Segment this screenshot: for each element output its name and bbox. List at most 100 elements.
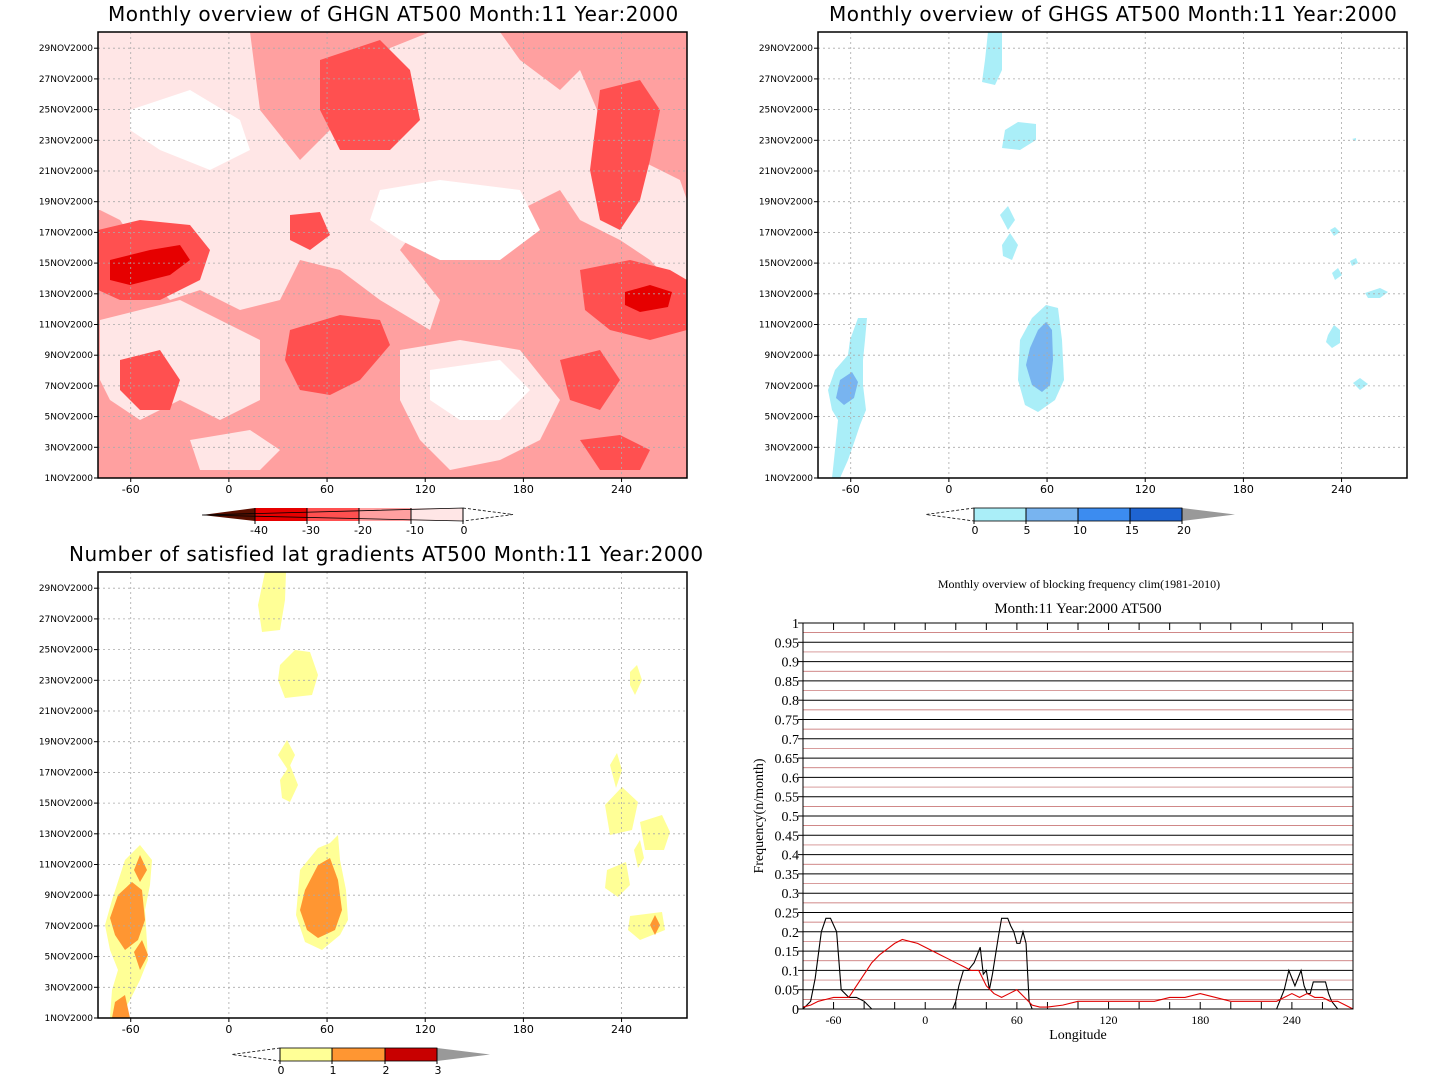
- date-tick-label: 17NOV2000: [39, 768, 93, 778]
- date-tick-label: 3NOV2000: [765, 443, 814, 453]
- x-tick-label: 60: [1011, 1013, 1023, 1027]
- ghgs-cb-label: 15: [1125, 524, 1139, 537]
- date-tick-label: 21NOV2000: [759, 167, 813, 177]
- line-chart-subtitle: Month:11 Year:2000 AT500: [994, 601, 1161, 617]
- date-tick-label: 19NOV2000: [39, 198, 93, 208]
- date-tick-label: 17NOV2000: [759, 228, 813, 238]
- ghgn-lon-labels: -60 0 60 120 180 240: [122, 478, 632, 496]
- ghgs-cb-label: 5: [1024, 524, 1031, 537]
- y-tick-label: 0.45: [775, 829, 800, 844]
- ghgs-date-labels: 1NOV2000 3NOV2000 5NOV2000 7NOV2000 9NOV2000…: [759, 44, 818, 484]
- date-tick-label: 7NOV2000: [45, 922, 94, 932]
- line-chart-title: Monthly overview of blocking frequency c…: [938, 577, 1220, 591]
- lon-tick-label: 120: [415, 1023, 436, 1036]
- gradients-date-labels: 1NOV2000 3NOV2000 5NOV2000 7NOV2000 9NOV2000…: [39, 584, 98, 1024]
- lon-tick-label: 0: [225, 483, 232, 496]
- y-tick-label: 0.2: [782, 926, 800, 941]
- date-tick-label: 13NOV2000: [39, 830, 93, 840]
- date-tick-label: 7NOV2000: [45, 382, 94, 392]
- date-tick-label: 25NOV2000: [39, 106, 93, 116]
- x-tick-label: 240: [1283, 1013, 1301, 1027]
- y-tick-label: 0.9: [782, 656, 800, 671]
- y-tick-label: 0.05: [775, 984, 800, 999]
- date-tick-label: 7NOV2000: [765, 382, 814, 392]
- y-tick-label: 0.4: [782, 849, 800, 864]
- date-tick-label: 3NOV2000: [45, 983, 94, 993]
- ghgs-lon-labels: -60 0 60 120 180 240: [842, 478, 1352, 496]
- y-tick-label: 0.15: [775, 945, 800, 960]
- gradients-grid: [98, 572, 687, 1018]
- x-tick-label: 120: [1100, 1013, 1118, 1027]
- lon-tick-label: 120: [415, 483, 436, 496]
- y-tick-label: 0.35: [775, 868, 800, 883]
- date-tick-label: 5NOV2000: [765, 413, 814, 423]
- ghgn-cb-label: -10: [406, 524, 424, 537]
- gradients-title: Number of satisfied lat gradients AT500 …: [69, 542, 704, 566]
- ghgs-field: [828, 32, 1388, 478]
- date-tick-label: 9NOV2000: [45, 891, 94, 901]
- y-tick-label: 0.95: [775, 636, 800, 651]
- y-tick-label: 0.25: [775, 907, 800, 922]
- lon-tick-label: 60: [320, 1023, 334, 1036]
- blocking-frequency-chart: Monthly overview of blocking frequency c…: [752, 577, 1354, 1043]
- lon-tick-label: 240: [1331, 483, 1352, 496]
- ghgn-cb-label: -20: [354, 524, 372, 537]
- date-tick-label: 9NOV2000: [45, 351, 94, 361]
- date-tick-label: 5NOV2000: [45, 413, 94, 423]
- line-chart-ticks: 0 0.05 0.1 0.15 0.2 0.25 0.3 0.35 0.4 0.45 0.5 0.55…: [775, 617, 1354, 1027]
- gradients-cb-label: 3: [435, 1064, 442, 1077]
- date-tick-label: 27NOV2000: [39, 75, 93, 85]
- ghgn-title: Monthly overview of GHGN AT500 Month:11 …: [108, 2, 679, 26]
- ghgs-cb-label: 20: [1177, 524, 1191, 537]
- line-chart-grid: [803, 632, 1353, 1000]
- date-tick-label: 19NOV2000: [39, 738, 93, 748]
- lon-tick-label: -60: [842, 483, 860, 496]
- y-tick-label: 0.1: [782, 964, 800, 979]
- date-tick-label: 23NOV2000: [759, 136, 813, 146]
- ghgs-chart: 1NOV2000 3NOV2000 5NOV2000 7NOV2000 9NOV2000…: [759, 31, 1408, 537]
- date-tick-label: 11NOV2000: [759, 321, 813, 331]
- y-tick-label: 0.75: [775, 714, 800, 729]
- gradients-cb-label: 1: [330, 1064, 337, 1077]
- y-tick-label: 0.5: [782, 810, 800, 825]
- x-tick-label: -60: [826, 1013, 842, 1027]
- ghgn-field: [98, 32, 687, 478]
- lon-tick-label: 0: [945, 483, 952, 496]
- x-tick-label: 0: [922, 1013, 928, 1027]
- ghgs-title: Monthly overview of GHGS AT500 Month:11 …: [829, 2, 1398, 26]
- lon-tick-label: -60: [122, 1023, 140, 1036]
- lon-tick-label: 0: [225, 1023, 232, 1036]
- gradients-colorbar: 0 1 2 3: [231, 1047, 490, 1077]
- date-tick-label: 13NOV2000: [759, 290, 813, 300]
- gradients-field: [105, 572, 670, 1018]
- y-tick-label: 1: [792, 617, 799, 632]
- lon-tick-label: -60: [122, 483, 140, 496]
- date-tick-label: 21NOV2000: [39, 707, 93, 717]
- lon-tick-label: 180: [513, 1023, 534, 1036]
- lon-tick-label: 240: [611, 1023, 632, 1036]
- ghgn-chart: 1NOV2000 3NOV2000 5NOV2000 7NOV2000 9NOV2000…: [39, 31, 688, 537]
- y-tick-label: 0.3: [782, 887, 800, 902]
- date-tick-label: 27NOV2000: [39, 615, 93, 625]
- gradients-lon-labels: -60 0 60 120 180 240: [122, 1018, 632, 1036]
- date-tick-label: 19NOV2000: [759, 198, 813, 208]
- ghgs-colorbar: 0 5 10 15 20: [925, 507, 1235, 537]
- date-tick-label: 1NOV2000: [45, 474, 94, 484]
- date-tick-label: 21NOV2000: [39, 167, 93, 177]
- gradients-cb-label: 2: [383, 1064, 390, 1077]
- x-axis-label: Longitude: [1049, 1028, 1107, 1043]
- date-tick-label: 29NOV2000: [39, 584, 93, 594]
- ghgs-cb-label: 0: [972, 524, 979, 537]
- y-tick-label: 0.65: [775, 752, 800, 767]
- lon-tick-label: 60: [320, 483, 334, 496]
- ghgn-cb-label: 0: [461, 524, 468, 537]
- ghgn-colorbar: -40 -30 -20 -10 0: [201, 507, 514, 537]
- date-tick-label: 5NOV2000: [45, 953, 94, 963]
- x-tick-label: 180: [1191, 1013, 1209, 1027]
- date-tick-label: 1NOV2000: [45, 1014, 94, 1024]
- lon-tick-label: 120: [1135, 483, 1156, 496]
- ghgn-grid: [98, 32, 687, 478]
- date-tick-label: 11NOV2000: [39, 861, 93, 871]
- y-axis-label: Frequency(n/month): [752, 758, 767, 873]
- lon-tick-label: 60: [1040, 483, 1054, 496]
